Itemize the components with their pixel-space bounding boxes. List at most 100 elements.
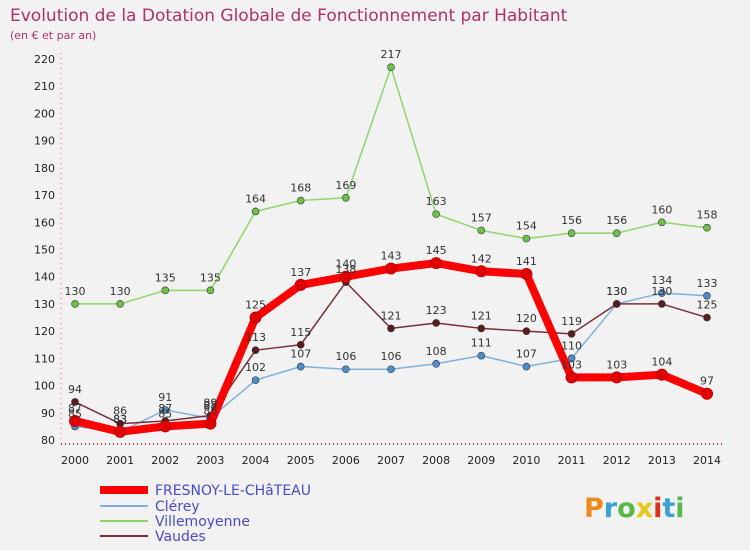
x-tick-label: 2001 xyxy=(106,454,134,467)
data-label-vaudes: 138 xyxy=(335,263,356,276)
logo-letter: o xyxy=(617,493,636,524)
data-label-fresnoy-le-ch-teau: 103 xyxy=(606,358,627,371)
data-label-cl-rey: 111 xyxy=(471,337,492,350)
data-label-fresnoy-le-ch-teau: 104 xyxy=(651,356,672,369)
y-tick-label: 90 xyxy=(41,407,55,420)
data-label-cl-rey: 108 xyxy=(426,345,447,358)
data-label-cl-rey: 134 xyxy=(651,274,672,287)
data-label-vaudes: 121 xyxy=(381,309,402,322)
logo-letter: i xyxy=(675,493,684,524)
legend-label-fresnoy-le-ch-teau: FRESNOY-LE-CHâTEAU xyxy=(155,483,311,499)
data-point-fresnoy-le-ch-teau xyxy=(655,368,668,381)
x-tick-label: 2004 xyxy=(242,454,270,467)
data-point-villemoyenne xyxy=(477,226,486,235)
data-label-fresnoy-le-ch-teau: 86 xyxy=(203,405,217,418)
data-point-villemoyenne xyxy=(567,229,576,237)
data-point-villemoyenne xyxy=(161,286,170,295)
data-point-vaudes xyxy=(658,300,666,308)
data-label-vaudes: 86 xyxy=(113,405,127,418)
data-label-vaudes: 119 xyxy=(561,315,582,328)
data-point-vaudes xyxy=(251,346,260,354)
data-point-fresnoy-le-ch-teau xyxy=(475,265,488,278)
data-point-villemoyenne xyxy=(612,229,621,237)
data-label-fresnoy-le-ch-teau: 83 xyxy=(113,413,127,426)
data-label-fresnoy-le-ch-teau: 85 xyxy=(158,407,172,420)
data-label-villemoyenne: 130 xyxy=(65,285,86,298)
data-point-fresnoy-le-ch-teau xyxy=(294,278,307,291)
data-point-villemoyenne xyxy=(387,63,395,71)
data-point-villemoyenne xyxy=(432,210,440,218)
data-label-fresnoy-le-ch-teau: 141 xyxy=(516,255,537,268)
data-label-villemoyenne: 157 xyxy=(471,211,492,224)
data-label-cl-rey: 110 xyxy=(561,339,582,352)
data-point-villemoyenne xyxy=(251,207,260,216)
data-point-cl-rey xyxy=(342,365,350,374)
data-point-villemoyenne xyxy=(522,234,531,243)
data-label-cl-rey: 130 xyxy=(606,285,627,298)
data-label-cl-rey: 107 xyxy=(516,348,537,361)
data-label-vaudes: 87 xyxy=(158,402,172,415)
logo-letter: r xyxy=(604,493,618,524)
data-label-villemoyenne: 169 xyxy=(335,179,356,192)
y-tick-label: 210 xyxy=(34,80,55,93)
logo-letter: t xyxy=(662,493,675,524)
data-point-villemoyenne xyxy=(71,300,79,308)
data-point-vaudes xyxy=(612,300,621,308)
logo-letter: x xyxy=(636,493,653,524)
y-tick-label: 100 xyxy=(34,380,55,393)
x-tick-label: 2008 xyxy=(422,454,450,467)
legend-label-vaudes: Vaudes xyxy=(155,529,206,545)
data-point-fresnoy-le-ch-teau xyxy=(339,270,352,283)
logo-letter: i xyxy=(653,493,662,524)
data-point-vaudes xyxy=(703,313,711,322)
data-point-fresnoy-le-ch-teau xyxy=(159,420,172,433)
data-point-fresnoy-le-ch-teau xyxy=(520,267,533,280)
data-label-vaudes: 94 xyxy=(68,383,82,396)
y-tick-label: 160 xyxy=(34,216,55,229)
y-tick-label: 130 xyxy=(34,298,55,311)
data-label-villemoyenne: 168 xyxy=(290,182,311,195)
y-tick-label: 170 xyxy=(34,189,55,202)
data-label-cl-rey: 88 xyxy=(203,399,217,412)
data-point-cl-rey xyxy=(432,359,440,368)
series-layer xyxy=(69,63,713,438)
data-label-villemoyenne: 135 xyxy=(200,271,221,284)
y-tick-label: 220 xyxy=(34,53,55,66)
data-point-cl-rey xyxy=(296,362,305,371)
data-point-cl-rey xyxy=(161,406,170,414)
data-point-fresnoy-le-ch-teau xyxy=(114,425,127,438)
data-point-villemoyenne xyxy=(658,218,666,227)
data-label-villemoyenne: 217 xyxy=(381,48,402,61)
legend-label-cl-rey: Clérey xyxy=(155,499,200,515)
data-point-cl-rey xyxy=(387,365,395,374)
x-tick-label: 2011 xyxy=(558,454,586,467)
data-label-cl-rey: 102 xyxy=(245,361,266,374)
data-label-fresnoy-le-ch-teau: 145 xyxy=(426,244,447,257)
data-point-vaudes xyxy=(71,398,79,406)
data-point-vaudes xyxy=(477,324,486,333)
proxiti-logo: Proxiti xyxy=(584,493,685,524)
x-tick-label: 2003 xyxy=(196,454,224,467)
x-tick-label: 2000 xyxy=(61,454,89,467)
data-point-vaudes xyxy=(296,340,305,349)
data-point-fresnoy-le-ch-teau xyxy=(430,257,443,270)
x-tick-label: 2005 xyxy=(287,454,315,467)
data-label-fresnoy-le-ch-teau: 142 xyxy=(471,252,492,265)
x-tick-label: 2013 xyxy=(648,454,676,467)
legend-label-villemoyenne: Villemoyenne xyxy=(155,514,250,530)
data-label-vaudes: 115 xyxy=(290,326,311,339)
data-label-fresnoy-le-ch-teau: 137 xyxy=(290,266,311,279)
data-label-cl-rey: 91 xyxy=(158,391,172,404)
y-tick-label: 180 xyxy=(34,162,55,175)
data-label-villemoyenne: 156 xyxy=(606,214,627,227)
data-label-vaudes: 125 xyxy=(697,299,718,312)
data-label-villemoyenne: 164 xyxy=(245,192,266,205)
data-point-cl-rey xyxy=(522,362,531,371)
y-tick-label: 80 xyxy=(41,434,55,447)
data-label-cl-rey: 106 xyxy=(381,350,402,363)
data-point-fresnoy-le-ch-teau xyxy=(249,311,262,324)
y-tick-label: 120 xyxy=(34,325,55,338)
data-label-fresnoy-le-ch-teau: 143 xyxy=(381,250,402,263)
